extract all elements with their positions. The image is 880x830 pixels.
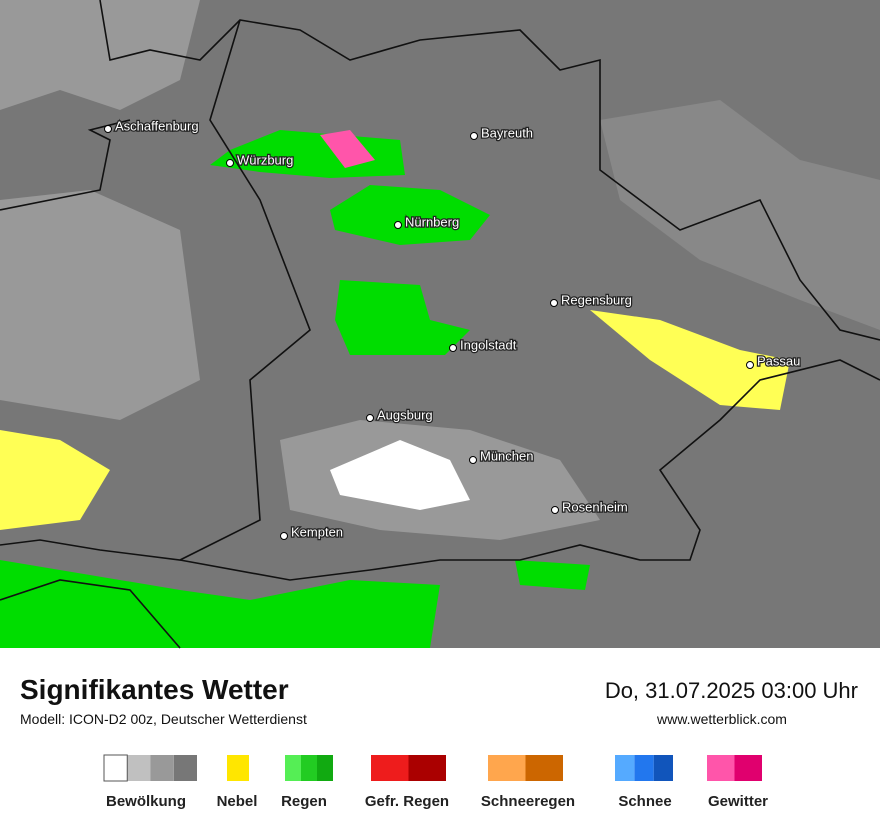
legend-swatch [301,755,317,781]
city-label: Nürnberg [405,214,459,229]
border-line [99,0,880,341]
city-dot [551,506,559,514]
legend-label: Schneeregen [481,793,575,810]
rain-area [515,560,590,590]
legend-swatch [734,755,762,781]
legend-label: Bewölkung [106,793,186,810]
cloud-area [0,190,200,420]
city-dot [104,125,112,133]
subtitle: Modell: ICON-D2 00z, Deutscher Wetterdie… [20,711,307,727]
cloud-area [0,0,200,110]
legend-swatch [103,754,128,782]
city-label: Würzburg [237,152,293,167]
city-label: Kempten [291,524,343,539]
city-dot [470,132,478,140]
weather-map: Aschaffenburg Würzburg Bayreuth Nürnberg… [0,0,880,649]
city: Aschaffenburg [104,117,200,135]
city: Regensburg [550,291,633,309]
city-dot [550,299,558,307]
legend-swatch [127,755,151,781]
legend-item: Regen [281,755,333,810]
legend-swatch [634,755,654,781]
border-line [0,579,181,649]
legend-item: Nebel [217,755,258,810]
rain-area [335,280,470,355]
legend-label: Gewitter [708,793,768,810]
legend-swatch [488,755,526,781]
border-line [0,19,311,561]
legend-swatch [408,755,446,781]
legend-label: Nebel [217,793,258,810]
city-dot [366,414,374,422]
city-label: Ingolstadt [460,337,517,352]
legend-swatch [525,755,563,781]
fog-area [0,430,110,530]
website: www.wetterblick.com [656,711,787,727]
legend-swatch [707,755,735,781]
city-label: Aschaffenburg [115,118,199,133]
cloud-area [600,100,880,330]
legend-label: Schnee [618,793,671,810]
city-label: München [480,448,533,463]
clear-area [330,440,470,510]
rain-area [0,560,440,648]
city: Nürnberg [394,213,460,231]
legend-label: Gefr. Regen [365,793,449,810]
city-dot [394,221,402,229]
border-line [0,119,131,211]
border-line [179,359,880,581]
title: Signifikantes Wetter [20,674,289,705]
city: Passau [746,352,802,370]
city: München [469,447,535,465]
legend-swatch [227,755,249,781]
city-label: Bayreuth [481,125,533,140]
legend-swatch [173,755,197,781]
city: Bayreuth [470,124,534,142]
legend-swatch [371,755,409,781]
city: Ingolstadt [449,336,518,354]
city: Kempten [280,523,344,541]
datetime: Do, 31.07.2025 03:00 Uhr [605,678,858,703]
city-label: Passau [757,353,800,368]
legend-swatch [615,755,635,781]
city-dot [746,361,754,369]
city-dot [280,532,288,540]
legend-item: Schnee [615,755,673,810]
city: Augsburg [366,406,434,424]
legend-label: Regen [281,793,327,810]
legend-swatch [285,755,301,781]
city: Würzburg [226,151,295,169]
legend-item: Bewölkung [103,754,197,810]
city-label: Augsburg [377,407,433,422]
legend-swatch [317,755,333,781]
legend-item: Schneeregen [481,755,575,810]
legend-swatch [653,755,673,781]
city: Rosenheim [551,498,629,516]
city-dot [449,344,457,352]
city-label: Rosenheim [562,499,628,514]
rain-area [330,185,490,245]
fog-area [590,310,790,410]
legend-item: Gefr. Regen [365,755,449,810]
city-dot [226,159,234,167]
thunder-area [320,130,375,168]
legend-swatch [150,755,174,781]
city-dot [469,456,477,464]
city-label: Regensburg [561,292,632,307]
legend-item: Gewitter [707,755,768,810]
